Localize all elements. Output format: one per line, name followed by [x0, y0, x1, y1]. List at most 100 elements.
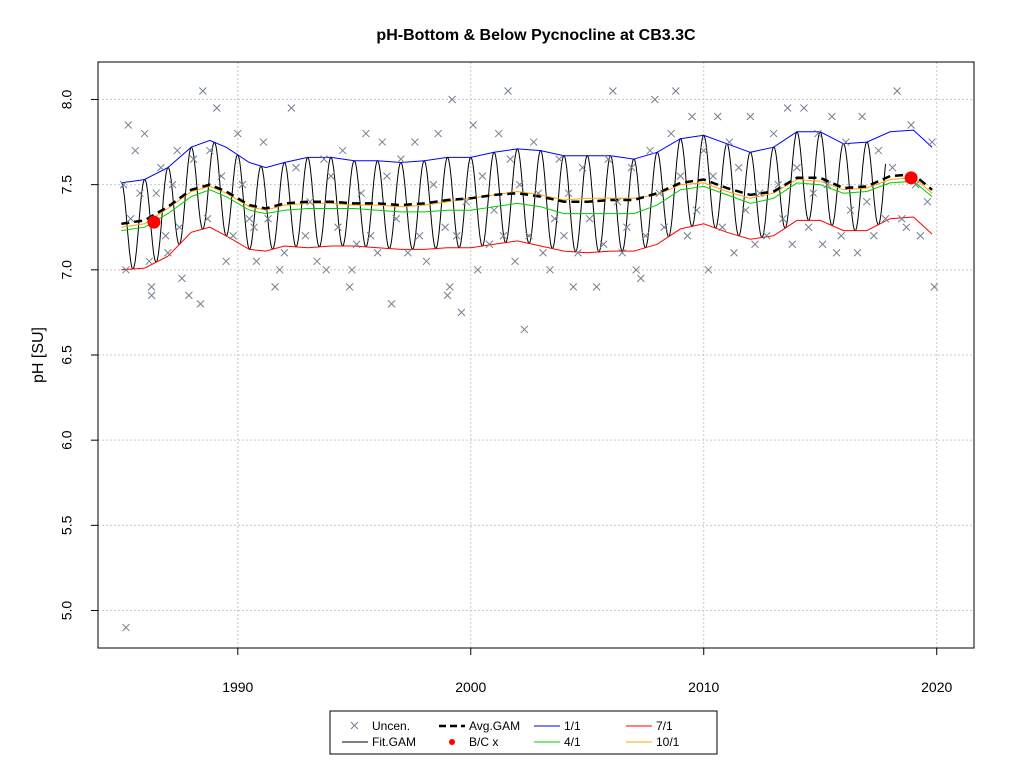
uncensored-point	[713, 112, 722, 121]
uncensored-point	[157, 163, 165, 172]
uncensored-point	[671, 87, 680, 95]
uncensored-point	[233, 129, 242, 138]
x-tick-label: 2000	[455, 679, 486, 695]
uncensored-point	[592, 283, 601, 291]
legend-symbol-uncen	[350, 721, 359, 730]
uncensored-point	[196, 300, 205, 308]
uncensored-point	[599, 240, 608, 249]
uncensored-point	[338, 146, 347, 155]
uncensored-point	[828, 112, 836, 121]
series-line-avg-gam	[121, 173, 933, 226]
x-tick-label: 1990	[222, 679, 253, 695]
chart-title: pH-Bottom & Below Pycnocline at CB3.3C	[376, 27, 696, 44]
uncensored-point	[168, 180, 177, 189]
bc-point	[147, 215, 161, 229]
uncensored-point	[164, 248, 172, 257]
series-line-1-1	[121, 129, 933, 184]
uncensored-point	[585, 214, 594, 223]
uncensored-point	[352, 240, 361, 249]
uncensored-point	[122, 623, 130, 632]
uncensored-point	[404, 248, 412, 257]
uncensored-point	[490, 206, 498, 215]
y-tick-label: 7.5	[59, 175, 75, 195]
uncensored-point	[373, 248, 382, 257]
uncensored-point	[313, 257, 321, 266]
uncensored-point	[718, 223, 727, 232]
x-tick-label: 2020	[921, 679, 952, 695]
series-lines	[121, 129, 933, 271]
uncensored-point	[348, 265, 356, 274]
uncensored-point	[881, 214, 890, 223]
uncensored-point	[804, 223, 813, 232]
uncensored-point	[452, 231, 461, 240]
uncensored-point	[145, 257, 154, 266]
uncensored-point	[646, 146, 655, 155]
uncensored-point	[725, 138, 734, 146]
uncensored-point	[842, 138, 850, 146]
uncensored-point	[147, 283, 156, 291]
uncensored-point	[462, 197, 470, 206]
uncensored-point	[560, 231, 568, 240]
uncensored-point	[383, 172, 391, 180]
series-line-7-1	[121, 216, 933, 271]
uncensored-point	[832, 248, 841, 257]
uncensored-point	[818, 240, 827, 249]
uncensored-point	[473, 265, 482, 274]
uncensored-point	[392, 214, 401, 223]
uncensored-point	[837, 231, 846, 240]
uncensored-point	[357, 189, 366, 198]
uncensored-point	[271, 283, 279, 291]
uncensored-point	[928, 138, 936, 146]
uncensored-point	[893, 87, 901, 95]
uncensored-point	[320, 155, 328, 163]
uncensored-point	[397, 155, 405, 163]
y-tick-label: 8.0	[59, 90, 75, 110]
uncensored-point	[858, 112, 867, 121]
uncensored-point	[907, 121, 915, 129]
uncensored-point	[655, 189, 664, 198]
uncensored-point	[800, 104, 808, 112]
uncensored-point	[916, 231, 925, 240]
uncensored-point	[448, 95, 456, 104]
uncensored-point	[275, 265, 284, 274]
uncensored-point	[846, 206, 855, 215]
legend-label: B/C x	[469, 735, 498, 749]
uncensored-point	[422, 257, 431, 266]
uncensored-point	[525, 231, 533, 240]
uncensored-point	[185, 291, 193, 300]
bc-point	[904, 171, 918, 185]
legend-box	[329, 710, 718, 755]
uncensored-point	[709, 172, 717, 180]
uncensored-point	[189, 155, 198, 163]
uncensored-point	[862, 197, 871, 206]
uncensored-point	[499, 231, 508, 240]
uncensored-point	[823, 180, 832, 189]
uncensored-point	[564, 189, 573, 198]
uncensored-point	[793, 163, 801, 172]
uncensored-point	[212, 104, 221, 112]
uncensored-point	[746, 112, 755, 121]
legend-label: 4/1	[564, 735, 581, 749]
uncensored-point	[378, 138, 387, 146]
uncensored-point	[366, 231, 375, 240]
uncensored-point	[632, 265, 641, 274]
uncensored-point	[306, 197, 314, 206]
legend: Uncen. Fit.GAM Avg.GAM B/C x 1/1 4/1 7/1 10/1	[329, 710, 718, 755]
uncensored-point	[650, 95, 659, 104]
y-tick-label: 5.5	[59, 515, 75, 535]
uncensored-point	[415, 231, 424, 240]
uncensored-point	[699, 146, 708, 155]
uncensored-point	[198, 87, 207, 95]
uncensored-point	[504, 87, 512, 95]
legend-label: Fit.GAM	[372, 735, 416, 749]
uncensored-point	[730, 248, 738, 257]
axes: 1990 2000 2010 2020 5.0 5.5 6.0 6.5 7.0 7.5 8.0	[59, 90, 953, 695]
x-tick-label: 2010	[688, 679, 719, 695]
series-line-10-1	[121, 177, 933, 228]
uncensored-point	[457, 308, 466, 317]
uncensored-point	[618, 248, 627, 257]
uncensored-point	[445, 283, 454, 291]
y-tick-label: 6.0	[59, 430, 75, 450]
uncensored-point	[203, 214, 212, 223]
